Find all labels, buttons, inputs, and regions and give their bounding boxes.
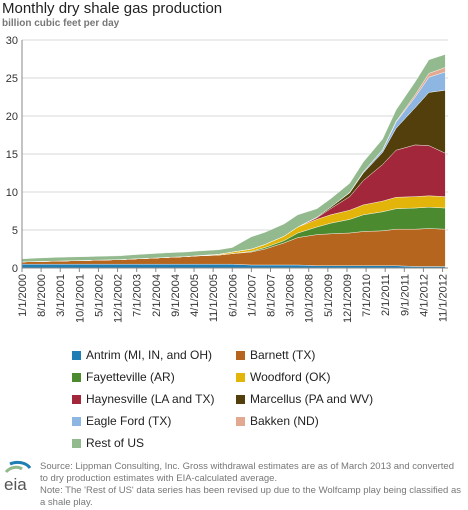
eia-logo-icon: eia [4,460,32,494]
x-tick-label: 5/1/2002 [93,274,105,317]
y-tick-label: 5 [12,225,18,237]
x-tick-label: 4/1/2005 [189,274,201,317]
y-tick-label: 10 [6,187,18,199]
x-tick-label: 2/1/2004 [151,274,163,317]
chart-title: Monthly dry shale gas production [2,0,223,17]
legend-label: Woodford (OK) [250,370,331,384]
legend-item: Haynesville (LA and TX) [72,392,215,406]
source-line: Source: Lippman Consulting, Inc. Gross w… [40,461,454,484]
legend-swatch [236,350,245,360]
x-tick-label: 12/1/2009 [342,274,354,323]
legend-swatch [72,372,81,382]
x-tick-label: 1/1/2000 [17,274,29,317]
legend-item: Fayetteville (AR) [72,370,175,384]
x-tick-label: 3/1/2001 [55,274,67,317]
series-areas [21,54,446,269]
legend-item: Bakken (ND) [236,414,319,428]
legend-item: Woodford (OK) [236,370,330,384]
x-tick-label: 7/1/2003 [132,274,144,317]
x-tick-label: 8/1/2007 [266,274,278,317]
y-tick-label: 15 [6,149,18,161]
legend-swatch [72,350,81,360]
legend-label: Marcellus (PA and WV) [250,392,374,406]
x-tick-label: 7/1/2010 [361,274,373,317]
legend-item: Rest of US [72,436,144,450]
legend-swatch [236,372,245,382]
legend-swatch [72,394,81,404]
logo-text: eia [4,475,27,494]
legend-label: Barnett (TX) [250,348,316,362]
y-tick-label: 20 [6,111,18,123]
note-line: Note: The 'Rest of US' data series has b… [40,485,461,508]
legend-label: Rest of US [86,436,145,450]
legend-item: Barnett (TX) [236,348,315,362]
x-tick-label: 9/1/2011 [399,274,411,316]
x-tick-label: 2/1/2011 [380,274,392,316]
y-tick-label: 25 [6,73,18,85]
x-tick-label: 4/1/2012 [418,274,430,317]
area-chart: 0 5 10 15 20 25 30 1/1/2000 8/1/2000 3/1/2001 10/1… [6,35,450,323]
y-tick-label: 30 [6,35,18,47]
legend-label: Haynesville (LA and TX) [86,392,215,406]
legend-label: Eagle Ford (TX) [86,414,172,428]
x-tick-label: 1/1/2007 [246,274,258,317]
legend-label: Bakken (ND) [250,414,319,428]
legend-item: Eagle Ford (TX) [72,414,171,428]
legend-swatch [236,416,245,426]
source-note: Source: Lippman Consulting, Inc. Gross w… [40,461,464,509]
legend-item: Antrim (MI, IN, and OH) [72,348,212,362]
x-tick-label: 10/1/2008 [304,274,316,323]
y-tick-label: 0 [12,263,18,275]
x-tick-label: 3/1/2008 [285,274,297,317]
x-tick-label: 10/1/2001 [74,274,86,323]
series-area-8 [21,54,446,263]
x-tick-label: 11/1/2005 [208,274,220,322]
x-tick-label: 5/1/2009 [323,274,335,317]
legend-item: Marcellus (PA and WV) [236,392,373,406]
legend-swatch [72,416,81,426]
axes: 0 5 10 15 20 25 30 1/1/2000 8/1/2000 3/1/2001 10/1… [6,35,450,323]
x-tick-label: 12/1/2002 [113,274,125,323]
x-tick-label: 6/1/2006 [227,274,239,317]
x-tick-label: 8/1/2000 [36,274,48,317]
legend-swatch [236,394,245,404]
chart-subtitle: billion cubic feet per day [2,18,120,29]
legend-swatch [72,438,81,448]
x-tick-label: 11/1/2012 [438,274,450,322]
x-tick-label: 9/1/2004 [170,274,182,317]
legend-label: Fayetteville (AR) [86,370,175,384]
legend-label: Antrim (MI, IN, and OH) [86,348,213,362]
